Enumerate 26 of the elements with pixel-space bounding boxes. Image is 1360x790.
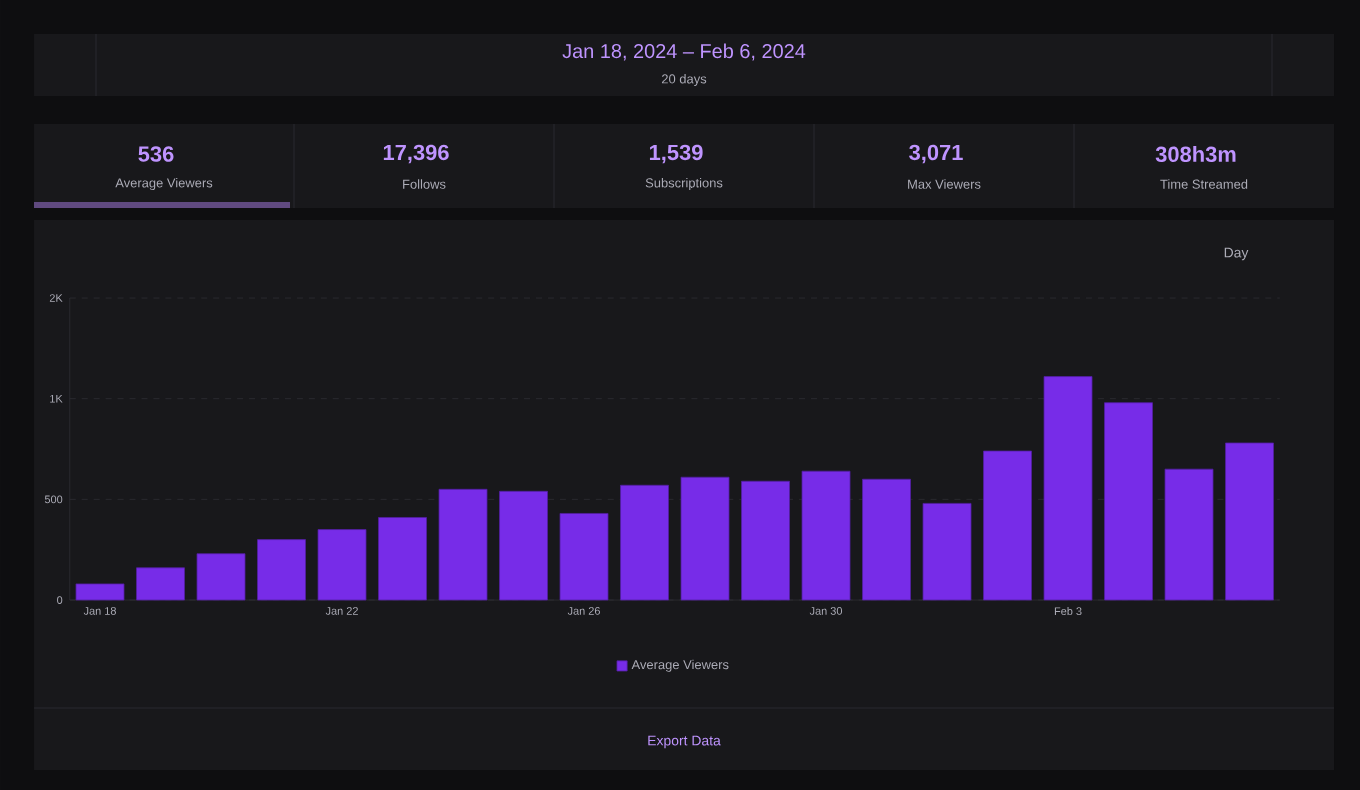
bar: [620, 484, 669, 601]
bar: [196, 553, 246, 601]
text: 17,396: [383, 144, 449, 164]
bar: [75, 583, 125, 601]
bar: [680, 476, 730, 601]
bar: [136, 567, 185, 601]
text: 3,071: [909, 144, 963, 164]
bar: [499, 490, 548, 601]
bar: [801, 470, 851, 601]
bar: [1043, 376, 1093, 601]
bar: [1225, 442, 1274, 601]
text: 536: [138, 146, 174, 162]
bar: [741, 480, 790, 601]
text: 1,539: [649, 144, 703, 164]
bar: [1104, 402, 1153, 601]
bar: [862, 478, 911, 601]
bar: [317, 529, 367, 601]
bar: [378, 517, 427, 601]
bar: [1164, 468, 1214, 601]
chart-title: Jan 18, 2024 – Feb 6, 2024: [562, 43, 806, 61]
bar: [438, 488, 488, 601]
bar: [922, 502, 972, 601]
text: 308h3m: [1155, 145, 1236, 163]
bar: [983, 450, 1032, 601]
bar: [257, 539, 306, 601]
bar: [559, 513, 609, 601]
